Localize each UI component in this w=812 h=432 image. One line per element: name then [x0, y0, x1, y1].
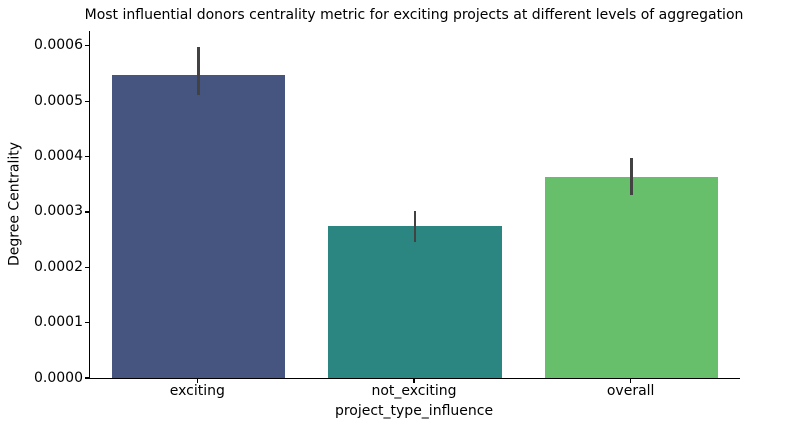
errorbar-not_exciting — [413, 210, 417, 243]
y-tick-label: 0.0002 — [34, 258, 83, 275]
y-tick-mark — [85, 211, 89, 213]
chart-title: Most influential donors centrality metri… — [84, 7, 744, 23]
y-tick-mark — [85, 377, 89, 379]
x-tick-label-overall: overall — [606, 383, 655, 399]
x-tick-mark — [630, 379, 632, 383]
plot-area — [89, 31, 740, 379]
y-tick-mark — [85, 322, 89, 324]
y-tick-mark — [85, 45, 89, 47]
y-tick-label: 0.0005 — [34, 92, 83, 109]
y-tick-mark — [85, 266, 89, 268]
y-tick-label: 0.0004 — [34, 148, 83, 165]
x-tick-mark — [196, 379, 198, 383]
x-axis-label: project_type_influence — [334, 403, 494, 419]
y-tick-mark — [85, 156, 89, 158]
y-tick-label: 0.0000 — [34, 369, 83, 386]
errorbar-exciting — [196, 46, 200, 96]
bar-not_exciting — [328, 225, 502, 378]
x-tick-mark — [413, 379, 415, 383]
x-tick-label-exciting: exciting — [169, 383, 225, 399]
y-tick-mark — [85, 100, 89, 102]
y-tick-label: 0.0001 — [34, 314, 83, 331]
x-tick-label-not_exciting: not_exciting — [371, 383, 457, 399]
bar-exciting — [111, 74, 285, 378]
errorbar-overall — [630, 157, 633, 196]
y-tick-label: 0.0003 — [34, 203, 83, 220]
bar-overall — [545, 177, 719, 378]
y-tick-label: 0.0006 — [34, 37, 83, 54]
